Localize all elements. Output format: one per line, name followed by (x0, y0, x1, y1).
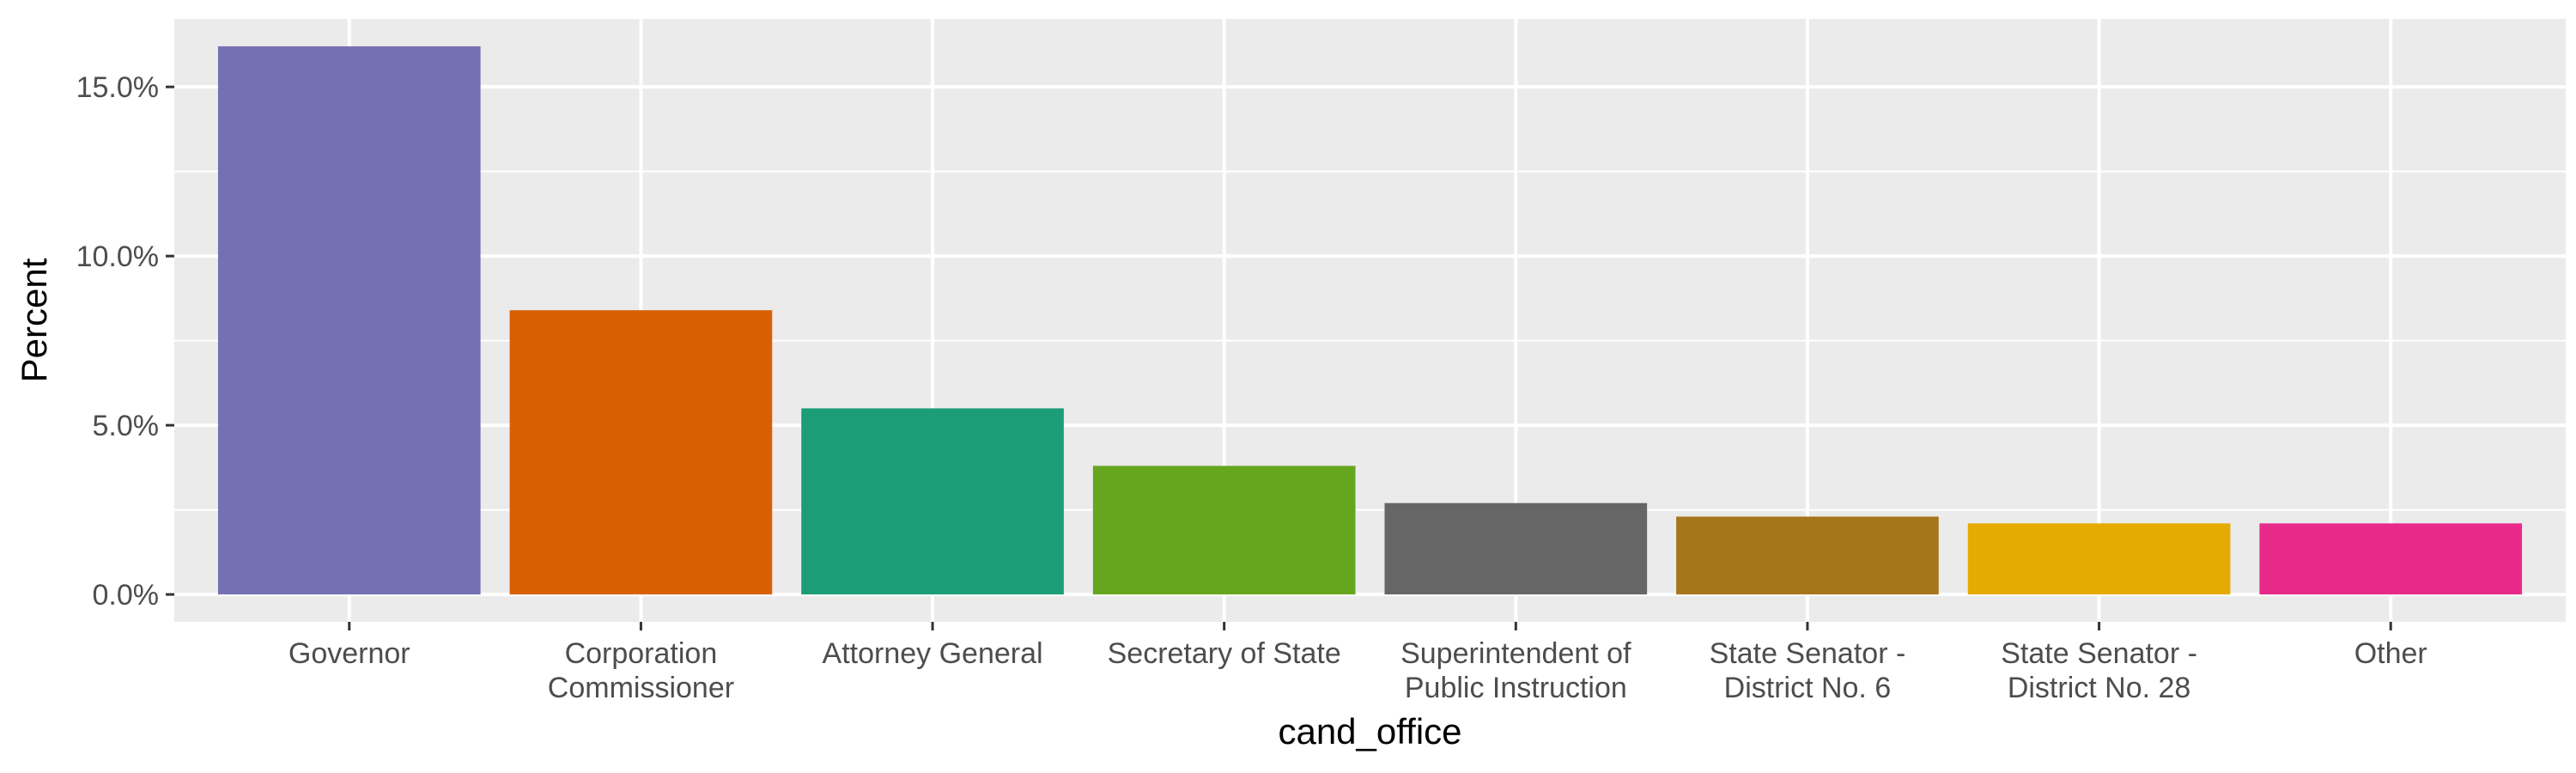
y-tick-label: 0.0% (93, 579, 160, 612)
x-tick-label-line: Corporation (565, 637, 718, 670)
x-axis-title: cand_office (1278, 711, 1461, 752)
x-tick-label-line: Other (2354, 637, 2427, 670)
bar (509, 310, 773, 595)
bar (1092, 466, 1356, 595)
y-axis-title: Percent (14, 258, 54, 382)
x-axis: Governor Corporation Commissioner Attorney … (289, 622, 2427, 704)
x-tick-label-line: District No. 28 (2008, 672, 2191, 704)
x-tick-label: Governor (289, 637, 410, 670)
bar (2259, 523, 2523, 595)
x-tick-label-line: Commissioner (548, 672, 734, 704)
x-tick-label: State Senator -District No. 28 (2001, 637, 2197, 704)
bar (1967, 523, 2231, 595)
x-tick-label-line: Secretary of State (1108, 637, 1341, 670)
bar (1676, 516, 1939, 595)
y-tick-label: 15.0% (76, 71, 159, 104)
y-tick-label: 5.0% (93, 410, 160, 442)
y-axis: 0.0% 5.0% 10.0% 15.0% (76, 71, 174, 612)
bar (217, 46, 481, 595)
x-tick-label: Attorney General (823, 637, 1043, 670)
x-tick-label: Other (2354, 637, 2427, 670)
x-tick-label-line: State Senator - (2001, 637, 2197, 670)
bars (217, 46, 2523, 595)
x-tick-label-line: Governor (289, 637, 410, 670)
bar (801, 408, 1064, 595)
y-tick-label: 10.0% (76, 240, 159, 273)
x-tick-label: State Senator -District No. 6 (1710, 637, 1906, 704)
x-tick-label-line: State Senator - (1710, 637, 1906, 670)
x-tick-label-line: Public Instruction (1405, 672, 1627, 704)
x-tick-label-line: Superintendent of (1400, 637, 1631, 670)
x-tick-label: Corporation Commissioner (548, 637, 734, 704)
x-tick-label-line: District No. 6 (1724, 672, 1892, 704)
bar (1384, 502, 1648, 595)
x-tick-label-line: Attorney General (823, 637, 1043, 670)
x-tick-label: Superintendent of Public Instruction (1400, 637, 1631, 704)
x-tick-label: Secretary of State (1108, 637, 1341, 670)
